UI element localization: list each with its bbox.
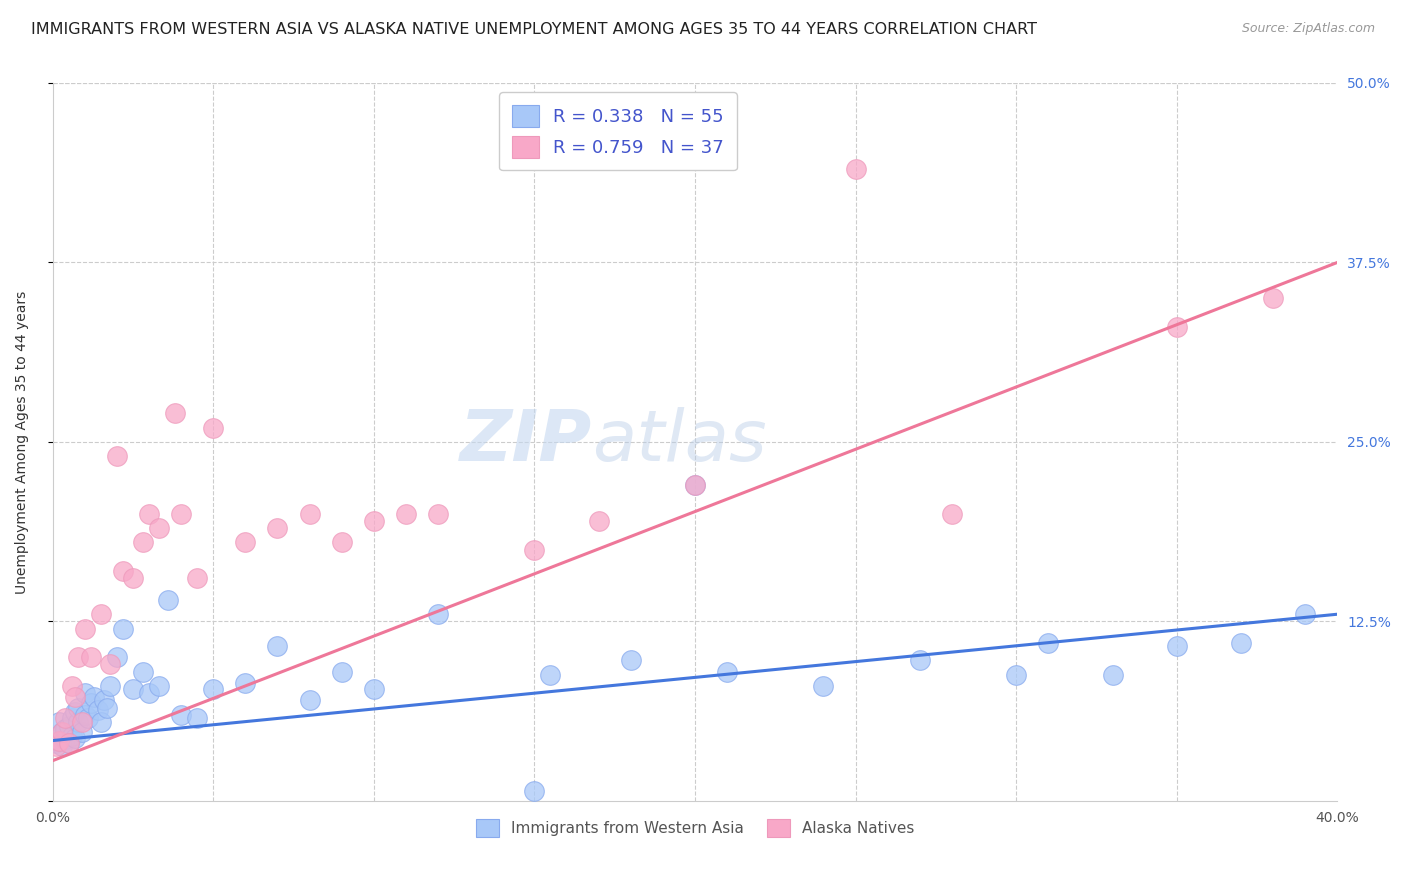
Point xyxy=(70,714,93,729)
Point xyxy=(427,607,450,622)
Point xyxy=(112,622,135,636)
Point xyxy=(122,571,145,585)
Point xyxy=(202,420,225,434)
Text: ZIP: ZIP xyxy=(460,408,592,476)
Point xyxy=(45,739,67,754)
Point xyxy=(100,679,122,693)
Point xyxy=(90,607,112,622)
Point xyxy=(51,725,73,739)
Point xyxy=(1101,667,1123,681)
Point xyxy=(170,507,193,521)
Point xyxy=(1166,639,1188,653)
Point xyxy=(1294,607,1316,622)
Point xyxy=(427,507,450,521)
Point xyxy=(63,731,86,745)
Legend: Immigrants from Western Asia, Alaska Natives: Immigrants from Western Asia, Alaska Nat… xyxy=(470,813,921,844)
Point xyxy=(845,162,868,177)
Point xyxy=(1230,636,1253,650)
Point xyxy=(908,653,931,667)
Point xyxy=(67,650,90,665)
Point xyxy=(363,514,385,528)
Point xyxy=(55,722,77,736)
Point xyxy=(170,707,193,722)
Point xyxy=(67,714,90,729)
Point xyxy=(122,681,145,696)
Point xyxy=(233,676,256,690)
Point xyxy=(941,507,963,521)
Point xyxy=(363,681,385,696)
Point xyxy=(233,535,256,549)
Point xyxy=(90,714,112,729)
Point xyxy=(70,725,93,739)
Point xyxy=(55,732,77,747)
Point xyxy=(131,665,153,679)
Point xyxy=(51,739,73,754)
Point xyxy=(58,736,80,750)
Point xyxy=(63,690,86,705)
Point xyxy=(298,693,321,707)
Point xyxy=(67,700,90,714)
Point xyxy=(48,733,70,747)
Point xyxy=(60,729,83,743)
Point xyxy=(58,736,80,750)
Point xyxy=(1038,636,1060,650)
Text: Source: ZipAtlas.com: Source: ZipAtlas.com xyxy=(1241,22,1375,36)
Point xyxy=(186,710,208,724)
Point xyxy=(58,719,80,733)
Point xyxy=(266,639,288,653)
Point xyxy=(96,700,118,714)
Point xyxy=(202,681,225,696)
Point xyxy=(63,705,86,719)
Point xyxy=(330,535,353,549)
Point xyxy=(298,507,321,521)
Point xyxy=(1005,667,1028,681)
Point xyxy=(77,710,100,724)
Point xyxy=(523,784,546,798)
Point xyxy=(588,514,610,528)
Point xyxy=(60,710,83,724)
Point xyxy=(1263,291,1285,305)
Point xyxy=(73,686,96,700)
Point xyxy=(93,693,115,707)
Text: atlas: atlas xyxy=(592,408,766,476)
Point xyxy=(86,703,108,717)
Point xyxy=(330,665,353,679)
Point xyxy=(266,521,288,535)
Point xyxy=(148,679,170,693)
Point xyxy=(157,592,180,607)
Point xyxy=(138,507,160,521)
Point xyxy=(540,667,562,681)
Point xyxy=(48,733,70,747)
Point xyxy=(1166,320,1188,334)
Point xyxy=(683,478,706,492)
Point xyxy=(55,710,77,724)
Point xyxy=(45,736,67,750)
Point xyxy=(138,686,160,700)
Point xyxy=(73,707,96,722)
Y-axis label: Unemployment Among Ages 35 to 44 years: Unemployment Among Ages 35 to 44 years xyxy=(15,290,30,593)
Point xyxy=(186,571,208,585)
Point xyxy=(100,657,122,672)
Text: IMMIGRANTS FROM WESTERN ASIA VS ALASKA NATIVE UNEMPLOYMENT AMONG AGES 35 TO 44 Y: IMMIGRANTS FROM WESTERN ASIA VS ALASKA N… xyxy=(31,22,1038,37)
Point xyxy=(620,653,643,667)
Point xyxy=(73,622,96,636)
Point xyxy=(813,679,835,693)
Point xyxy=(523,542,546,557)
Point xyxy=(48,714,70,729)
Point xyxy=(80,696,103,710)
Point xyxy=(80,650,103,665)
Point xyxy=(83,690,105,705)
Point xyxy=(60,679,83,693)
Point xyxy=(163,406,186,420)
Point xyxy=(716,665,738,679)
Point xyxy=(51,725,73,739)
Point xyxy=(105,450,128,464)
Point xyxy=(112,564,135,578)
Point xyxy=(148,521,170,535)
Point xyxy=(395,507,418,521)
Point xyxy=(131,535,153,549)
Point xyxy=(683,478,706,492)
Point xyxy=(105,650,128,665)
